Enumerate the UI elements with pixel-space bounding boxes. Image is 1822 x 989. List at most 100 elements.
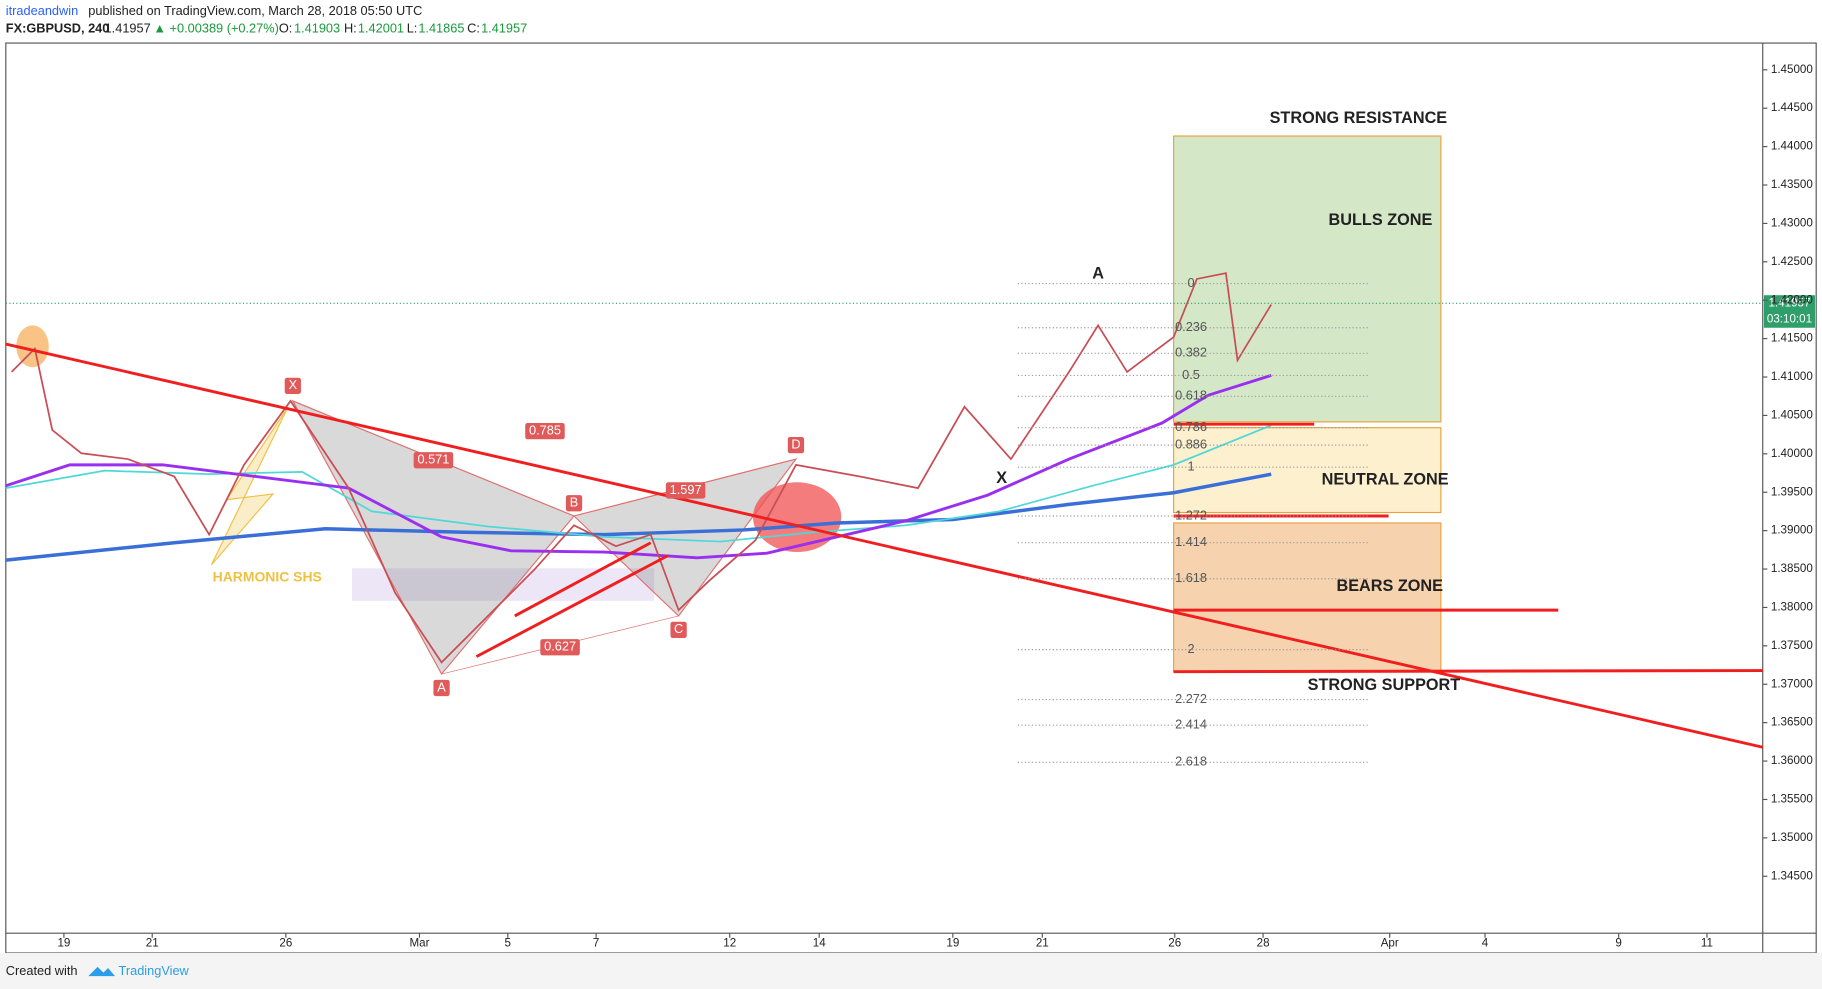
pattern-tag xyxy=(284,377,301,394)
bulls-zone xyxy=(1173,135,1442,423)
pattern-tag xyxy=(525,423,565,440)
annotation: NEUTRAL ZONE xyxy=(1322,470,1449,488)
annotation: BULLS ZONE xyxy=(1329,211,1433,229)
trend-line xyxy=(5,342,1764,749)
price-label: 1.36000 xyxy=(1771,754,1813,767)
bears-zone xyxy=(1173,522,1442,673)
price-label: 1.43500 xyxy=(1771,178,1813,191)
fib-label: 1 xyxy=(1187,459,1194,474)
time-label: 26 xyxy=(279,937,292,950)
pattern-label: 0.571 xyxy=(417,452,449,467)
time-label: 5 xyxy=(505,937,511,950)
price-label: 1.41000 xyxy=(1771,370,1813,383)
pattern-label: 0.627 xyxy=(544,639,576,654)
fib-label: 2.618 xyxy=(1175,754,1207,769)
last: 1.41957 xyxy=(105,20,151,35)
pattern-tag xyxy=(565,495,583,512)
symbol: FX:GBPUSD, 240 xyxy=(6,20,110,35)
channel-line xyxy=(514,541,652,618)
annotation: A xyxy=(1092,265,1104,283)
pattern-label: 1.597 xyxy=(670,482,702,497)
time-label: 19 xyxy=(946,937,959,950)
price-tag xyxy=(1763,295,1816,312)
price-label: 1.45000 xyxy=(1771,63,1813,76)
price-label: 1.39500 xyxy=(1771,485,1813,498)
o-label: O: xyxy=(279,20,292,35)
fib-label: 2.414 xyxy=(1175,717,1207,732)
pattern-label: A xyxy=(437,679,446,694)
pattern-label: D xyxy=(791,436,800,451)
dynamic-layer: 1.45000 1.44500 1.44000 1.43500 1.43000 1.425… xyxy=(57,63,1812,950)
price-label: 1.44500 xyxy=(1771,101,1813,114)
logo xyxy=(88,966,116,977)
close: 1.41957 xyxy=(481,20,527,35)
time-label: 14 xyxy=(813,937,826,950)
time-label: 4 xyxy=(1482,937,1489,950)
price-label: 1.40000 xyxy=(1771,447,1813,460)
open: 1.41903 xyxy=(294,20,340,35)
price-label: 1.41500 xyxy=(1771,332,1813,345)
countdown: 03:10:01 xyxy=(1767,313,1812,326)
shade xyxy=(352,568,655,601)
fib-label: 0.886 xyxy=(1175,436,1207,451)
time-label: 11 xyxy=(1701,937,1713,950)
fib-label: 0.786 xyxy=(1175,419,1207,434)
brand-link[interactable]: TradingView xyxy=(119,963,190,978)
author[interactable]: itradeandwin xyxy=(6,3,78,18)
time-label: 7 xyxy=(593,937,599,950)
highlight-circle xyxy=(752,482,842,553)
pattern-label: X xyxy=(289,377,298,392)
high: 1.42001 xyxy=(358,20,404,35)
time-label: 21 xyxy=(1036,937,1049,950)
pattern-label: 0.785 xyxy=(529,423,561,438)
fib-label: 0.236 xyxy=(1175,319,1207,334)
fib-label: 1.414 xyxy=(1175,534,1207,549)
fib-label: 1.618 xyxy=(1175,570,1207,585)
price-label: 1.43000 xyxy=(1771,216,1813,229)
price-label: 1.40500 xyxy=(1771,408,1813,421)
published: published on TradingView.com, March 28, … xyxy=(88,3,422,18)
price-label: 1.35500 xyxy=(1771,793,1813,806)
pattern-tag xyxy=(670,621,687,639)
fib-label: 0.618 xyxy=(1175,388,1207,403)
low: 1.41865 xyxy=(418,20,464,35)
time-label: 28 xyxy=(1257,937,1270,950)
fib-label: 2.272 xyxy=(1175,691,1207,706)
time-label: 12 xyxy=(723,937,736,950)
price-label: 1.37000 xyxy=(1771,677,1813,690)
annotation: HARMONIC SHS xyxy=(213,568,322,584)
pattern-tag xyxy=(413,452,454,469)
price-path xyxy=(11,272,1272,664)
price-label: 1.34500 xyxy=(1771,869,1813,882)
annotation: STRONG RESISTANCE xyxy=(1270,109,1448,127)
c-label: C: xyxy=(467,20,480,35)
time-label: Mar xyxy=(409,937,429,950)
countdown-tag xyxy=(1763,311,1816,328)
pattern-tag xyxy=(665,482,706,499)
ma-slow xyxy=(5,472,1272,562)
price-label: 1.37500 xyxy=(1771,639,1813,652)
pattern-label: C xyxy=(674,621,683,636)
fib-label: 0.382 xyxy=(1175,345,1207,360)
price-label: 1.39000 xyxy=(1771,524,1813,537)
fib-label: 2 xyxy=(1187,641,1194,656)
price-label: 1.36500 xyxy=(1771,716,1813,729)
price-label: 1.38500 xyxy=(1771,562,1813,575)
time-label: 19 xyxy=(57,937,70,950)
fib-label: 0 xyxy=(1187,275,1194,290)
ma-fast xyxy=(5,374,1272,560)
price-label: 1.42500 xyxy=(1771,255,1813,268)
price-label: 1.42000 xyxy=(1771,293,1813,306)
h-label: H: xyxy=(344,20,357,35)
level-line xyxy=(1173,669,1763,674)
annotation: STRONG SUPPORT xyxy=(1308,676,1461,694)
price-tag-text: 1.41957 xyxy=(1768,296,1810,309)
time-label: Apr xyxy=(1381,937,1399,950)
channel-line xyxy=(475,554,669,658)
pattern-label: B xyxy=(570,495,579,510)
time-label: 9 xyxy=(1615,937,1621,950)
footer-text: Created with xyxy=(6,963,78,978)
fib-label: 1.272 xyxy=(1175,507,1207,522)
